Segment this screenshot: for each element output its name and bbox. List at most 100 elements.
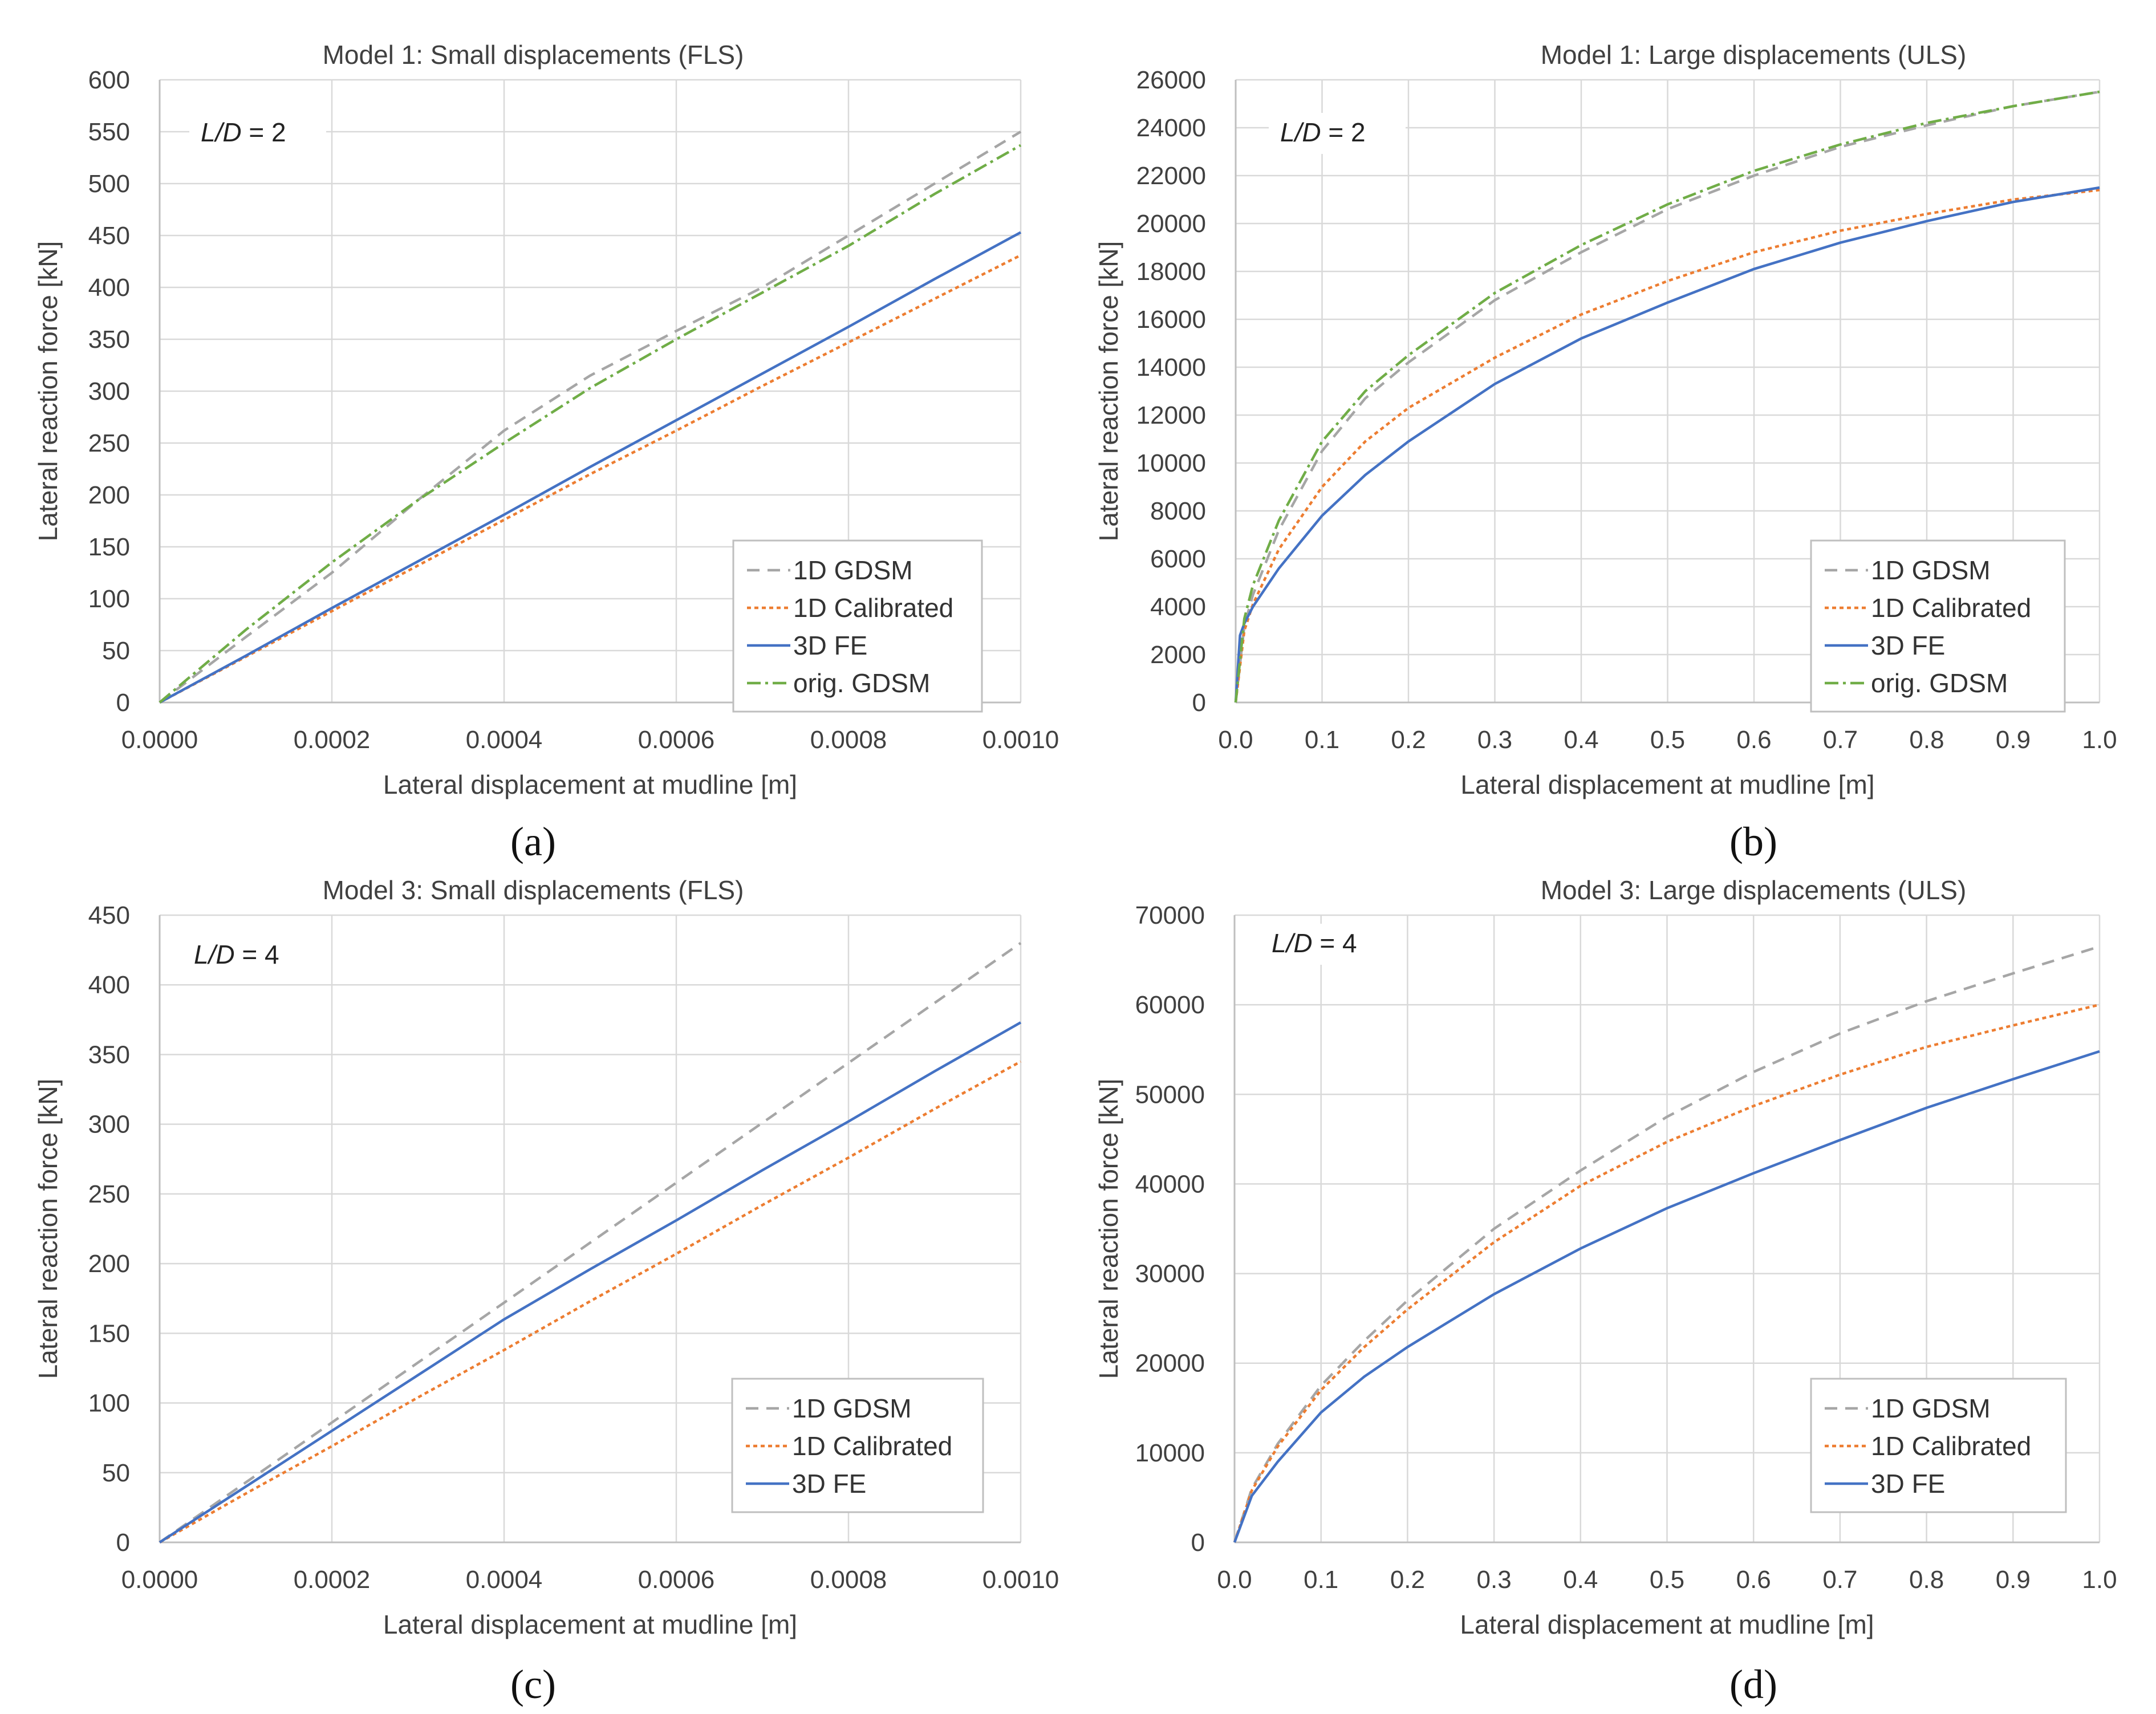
- y-tick-label: 550: [88, 118, 130, 146]
- annotation-background: [1269, 113, 1406, 154]
- annotation-background: [182, 935, 319, 976]
- y-tick-label: 50000: [1135, 1081, 1205, 1108]
- chart-panel-4: 0.0 0.1 0.2 0.3 0.4 0.5 0.6 0.7 0.8 0.9 1.0 0 10000 2…: [1094, 875, 2117, 1707]
- series-line-1d-calibrated: [159, 254, 1022, 704]
- y-tick-label: 100: [88, 585, 130, 613]
- x-tick-label: 0.5: [1650, 726, 1685, 754]
- y-tick-label: 60000: [1135, 991, 1205, 1019]
- y-tick-label: 8000: [1150, 497, 1206, 525]
- y-tick-label: 2000: [1150, 641, 1206, 669]
- x-tick-label: 0.0004: [466, 726, 543, 754]
- y-tick-label: 250: [88, 429, 130, 457]
- legend-label: 3D FE: [1871, 631, 1945, 660]
- y-tick-label: 24000: [1136, 114, 1206, 142]
- series-line-3d-fe: [159, 1021, 1022, 1544]
- y-tick-label: 200: [88, 1250, 130, 1278]
- series-line-orig-gdsm: [159, 144, 1022, 704]
- chart-panel-1: 0.0000 0.0002 0.0004 0.0006 0.0008 0.0010 0 50 1…: [33, 40, 1059, 864]
- series-line-1d-gdsm: [159, 942, 1022, 1544]
- legend-label: 1D GDSM: [1871, 1394, 1991, 1423]
- legend-label: orig. GDSM: [793, 668, 930, 698]
- y-tick-label: 300: [88, 377, 130, 405]
- x-tick-label: 0.9: [1996, 1566, 2031, 1594]
- x-tick-label: 0.0006: [638, 1566, 715, 1594]
- x-tick-label: 0.0000: [121, 1566, 198, 1594]
- y-tick-label: 50: [102, 1459, 130, 1487]
- x-tick-label: 0.3: [1477, 1566, 1512, 1594]
- y-tick-label: 350: [88, 1041, 130, 1069]
- y-tick-label: 20000: [1135, 1350, 1205, 1378]
- legend-label: orig. GDSM: [1871, 668, 2008, 698]
- x-tick-label: 0.0006: [638, 726, 715, 754]
- legend-label: 1D GDSM: [792, 1394, 912, 1423]
- legend-label: 3D FE: [1871, 1469, 1945, 1498]
- y-tick-label: 400: [88, 971, 130, 999]
- legend-box: [1810, 1378, 2067, 1513]
- y-tick-label: 250: [88, 1180, 130, 1208]
- y-tick-label: 150: [88, 533, 130, 561]
- y-tick-label: 450: [88, 901, 130, 929]
- legend-label: 1D Calibrated: [792, 1431, 952, 1461]
- x-tick-label: 0.2: [1390, 1566, 1425, 1594]
- legend-label: 1D Calibrated: [793, 593, 953, 623]
- x-tick-label: 0.5: [1650, 1566, 1684, 1594]
- series-line-1d-gdsm: [1234, 90, 2100, 703]
- x-tick-label: 0.0: [1218, 726, 1253, 754]
- series-line-1d-calibrated: [159, 1060, 1022, 1544]
- x-tick-label: 0.2: [1391, 726, 1426, 754]
- x-tick-label: 0.7: [1822, 1566, 1857, 1594]
- x-tick-label: 1.0: [2082, 726, 2117, 754]
- x-tick-label: 0.0002: [294, 726, 371, 754]
- ld-ratio-value: = 2: [1321, 117, 1366, 147]
- y-tick-label: 70000: [1135, 901, 1205, 929]
- ld-ratio-value: = 4: [1313, 928, 1357, 958]
- y-axis-label: Lateral reaction force [kN]: [1094, 1079, 1123, 1379]
- y-tick-label: 26000: [1136, 66, 1206, 94]
- y-tick-label: 350: [88, 326, 130, 354]
- x-axis-label: Lateral displacement at mudline [m]: [1460, 770, 1874, 799]
- legend-box: [731, 1378, 984, 1513]
- y-tick-label: 400: [88, 274, 130, 302]
- subfigure-label: (c): [510, 1662, 556, 1707]
- chart-title: Model 3: Small displacements (FLS): [323, 875, 744, 905]
- y-tick-label: 20000: [1136, 210, 1206, 238]
- x-tick-label: 0.6: [1736, 726, 1771, 754]
- x-tick-label: 0.4: [1564, 726, 1598, 754]
- series-line-1d-calibrated: [1234, 188, 2100, 703]
- y-tick-label: 12000: [1136, 401, 1206, 429]
- legend-label: 1D Calibrated: [1871, 1431, 2031, 1461]
- series-line-orig-gdsm: [1234, 90, 2100, 703]
- series-line-3d-fe: [159, 231, 1022, 704]
- x-tick-label: 1.0: [2082, 1566, 2117, 1594]
- y-tick-label: 16000: [1136, 306, 1206, 334]
- x-tick-label: 0.6: [1736, 1566, 1771, 1594]
- ld-ratio-variable: L/D: [201, 117, 242, 147]
- y-tick-label: 150: [88, 1319, 130, 1347]
- x-tick-label: 0.0004: [466, 1566, 543, 1594]
- ld-ratio-annotation: L/D = 4: [1272, 928, 1357, 958]
- ld-ratio-value: = 4: [235, 940, 279, 969]
- series-line-1d-gdsm: [1233, 945, 2100, 1543]
- legend-label: 1D GDSM: [793, 555, 913, 585]
- y-tick-label: 10000: [1136, 449, 1206, 477]
- legend: 1D GDSM 1D Calibrated 3D FE orig. GDSM: [732, 539, 983, 713]
- legend: 1D GDSM 1D Calibrated 3D FE: [1810, 1378, 2067, 1513]
- x-axis-label: Lateral displacement at mudline [m]: [383, 1610, 797, 1639]
- y-tick-label: 50: [102, 637, 130, 665]
- y-tick-label: 200: [88, 481, 130, 509]
- legend: 1D GDSM 1D Calibrated 3D FE orig. GDSM: [1810, 539, 2066, 713]
- legend-label: 1D Calibrated: [1871, 593, 2031, 623]
- y-axis-label: Lateral reaction force [kN]: [33, 1079, 63, 1379]
- chart-panel-2: 0.0 0.1 0.2 0.3 0.4 0.5 0.6 0.7 0.8 0.9 1.0 0 2000 40…: [1094, 40, 2117, 864]
- chart-title: Model 1: Small displacements (FLS): [323, 40, 744, 70]
- ld-ratio-annotation: L/D = 2: [1280, 117, 1366, 147]
- x-tick-label: 0.4: [1563, 1566, 1598, 1594]
- series-line-1d-gdsm: [159, 131, 1022, 704]
- chart-panel-3: 0.0000 0.0002 0.0004 0.0006 0.0008 0.0010 0 50 1…: [33, 875, 1059, 1707]
- ld-ratio-variable: L/D: [1272, 928, 1313, 958]
- x-tick-label: 0.3: [1477, 726, 1512, 754]
- y-tick-label: 22000: [1136, 162, 1206, 190]
- chart-title: Model 3: Large displacements (ULS): [1541, 875, 1967, 905]
- y-tick-label: 100: [88, 1390, 130, 1417]
